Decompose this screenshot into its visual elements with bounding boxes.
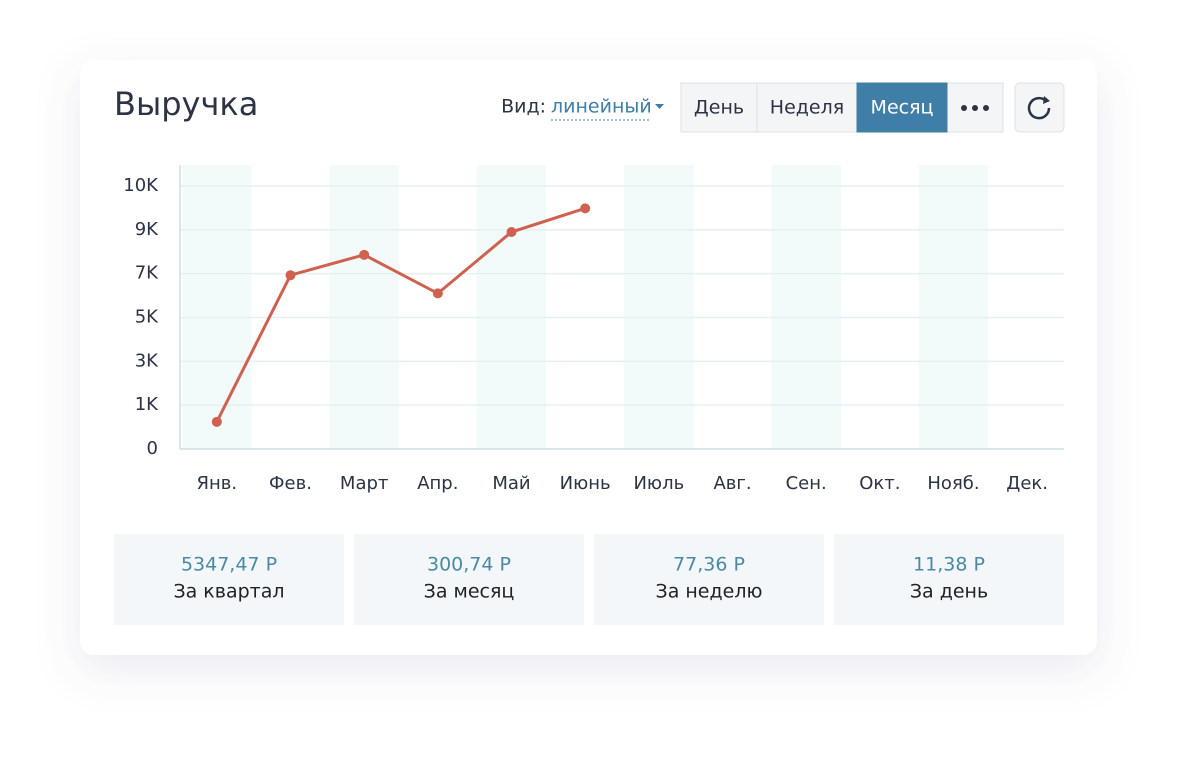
more-icon: [961, 105, 989, 111]
revenue-line: [215, 206, 586, 423]
period-button-label: Месяц: [871, 97, 934, 119]
column-band: [182, 165, 252, 449]
stat-value: 77,36 Р: [673, 554, 745, 576]
x-tick-label: Нояб.: [927, 473, 979, 494]
y-tick-label: 7K: [135, 263, 159, 284]
view-label: Вид:: [501, 96, 546, 118]
period-button-label: День: [694, 97, 744, 119]
data-point: [506, 227, 517, 238]
x-tick-label: Фев.: [269, 473, 312, 494]
stat-label: За день: [910, 581, 988, 603]
x-tick-label: Авг.: [713, 473, 751, 494]
column-band: [329, 165, 399, 449]
x-tick-label: Апр.: [417, 473, 458, 494]
view-select[interactable]: линейный: [551, 96, 652, 118]
period-button[interactable]: [856, 82, 948, 133]
data-point: [285, 270, 296, 281]
y-tick-label: 9K: [135, 219, 159, 240]
x-tick-label: Июль: [633, 473, 684, 494]
y-tick-label: 0: [147, 438, 158, 459]
stat-tile: [594, 534, 824, 625]
y-tick-label: 1K: [135, 394, 159, 415]
stat-tile: [114, 534, 344, 625]
stat-tile: [354, 534, 584, 625]
refresh-icon: [1027, 96, 1051, 120]
stat-label: За месяц: [424, 581, 515, 603]
x-tick-label: Дек.: [1006, 473, 1048, 494]
data-point: [211, 416, 222, 427]
refresh-button[interactable]: [1014, 82, 1065, 133]
period-button[interactable]: [680, 82, 758, 133]
data-point: [359, 249, 370, 260]
data-point: [580, 203, 591, 214]
stat-label: За неделю: [656, 581, 763, 603]
x-tick-label: Июнь: [560, 473, 611, 494]
x-tick-label: Март: [340, 473, 388, 494]
data-point: [432, 288, 443, 299]
x-tick-label: Янв.: [197, 473, 238, 494]
title: Выручка: [114, 85, 258, 123]
column-band: [476, 165, 547, 449]
stat-tile: [834, 534, 1064, 625]
y-tick-label: 10K: [123, 175, 159, 196]
stat-value: 300,74 Р: [427, 554, 511, 576]
y-tick-label: 3K: [135, 350, 159, 371]
column-band: [771, 165, 841, 449]
refresh-arrow: [1043, 96, 1050, 104]
dropdown-caret[interactable]: [655, 104, 664, 109]
x-tick-label: Май: [492, 473, 530, 494]
x-tick-label: Окт.: [859, 473, 900, 494]
period-button-label: Неделя: [770, 97, 844, 119]
column-band: [918, 165, 989, 449]
stat-label: За квартал: [173, 581, 284, 603]
column-band: [624, 165, 694, 449]
stat-value: 11,38 Р: [913, 554, 985, 576]
x-tick-label: Сен.: [786, 473, 827, 494]
stat-value: 5347,47 Р: [181, 554, 277, 576]
y-tick-label: 5K: [135, 307, 159, 328]
